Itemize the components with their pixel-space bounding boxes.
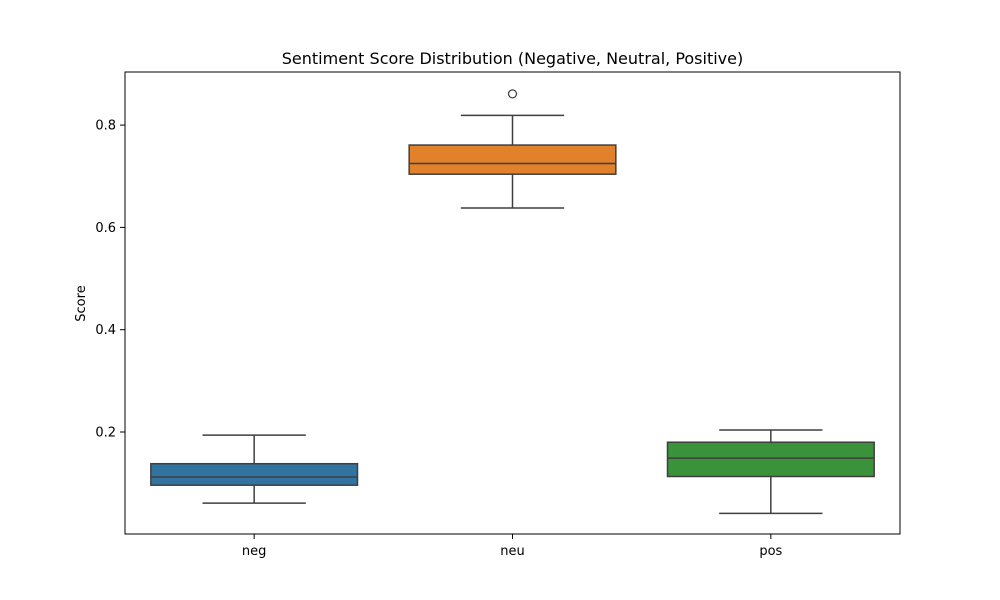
x-tick-label: neg [242, 544, 267, 559]
y-tick-label: 0.8 [95, 119, 116, 134]
y-tick-label: 0.4 [95, 323, 116, 338]
box-iqr [150, 462, 359, 486]
chart-title: Sentiment Score Distribution (Negative, … [282, 49, 743, 68]
plot-area: neg neu pos 0.2 0.4 0.6 0.8 [95, 71, 901, 559]
box-iqr [666, 441, 875, 478]
box-iqr [408, 144, 617, 175]
outlier-point [507, 89, 518, 99]
y-tick-label: 0.6 [95, 221, 116, 236]
plot-frame [124, 71, 901, 535]
x-tick-label: pos [759, 544, 782, 559]
y-tick-label: 0.2 [95, 426, 116, 441]
x-tick-label: neu [500, 544, 524, 559]
box-group [666, 429, 875, 515]
box-group [150, 434, 359, 504]
y-axis-label: Score [74, 285, 89, 321]
box-group [408, 89, 617, 209]
